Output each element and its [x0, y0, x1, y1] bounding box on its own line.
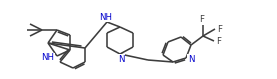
Text: NH: NH — [99, 12, 112, 21]
Text: F: F — [199, 15, 204, 24]
Text: N: N — [118, 55, 124, 64]
Text: F: F — [217, 24, 222, 33]
Text: N: N — [188, 55, 194, 64]
Text: NH: NH — [42, 53, 55, 62]
Text: F: F — [217, 36, 222, 46]
